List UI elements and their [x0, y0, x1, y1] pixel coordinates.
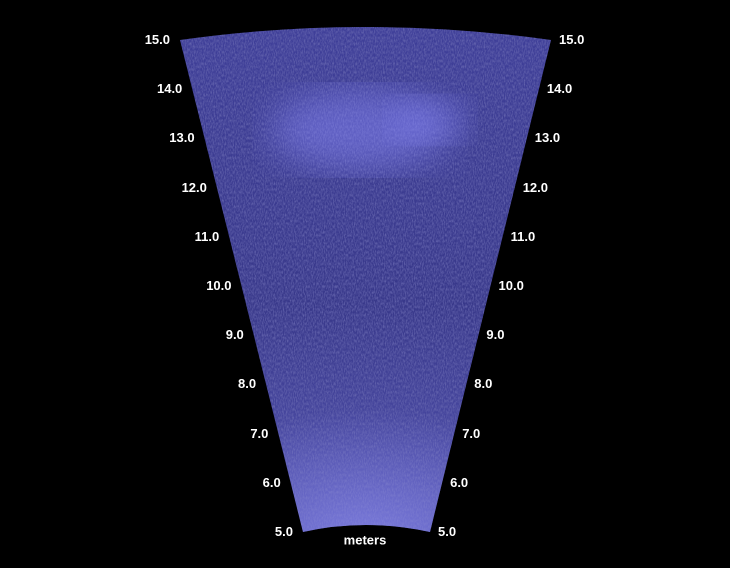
range-tick-right: 10.0: [498, 278, 524, 293]
range-tick-left: 15.0: [144, 32, 170, 47]
range-tick-right: 6.0: [450, 474, 469, 490]
range-tick-left: 14.0: [156, 81, 183, 97]
range-tick-right: 14.0: [546, 81, 573, 97]
sonar-fan: [180, 27, 551, 532]
range-tick-left: 9.0: [225, 327, 244, 343]
range-tick-right: 15.0: [559, 32, 585, 47]
range-tick-left: 10.0: [206, 278, 232, 293]
range-tick-right: 12.0: [522, 179, 548, 195]
echo-bright-region-secondary: [390, 98, 470, 142]
range-tick-left: 6.0: [262, 474, 281, 490]
range-tick-right: 13.0: [534, 130, 561, 146]
range-tick-left: 7.0: [250, 425, 269, 441]
range-tick-left: 5.0: [274, 524, 293, 539]
range-tick-left: 8.0: [238, 376, 257, 392]
range-tick-left: 12.0: [181, 179, 207, 195]
range-tick-left: 13.0: [169, 130, 195, 146]
range-tick-right: 7.0: [462, 425, 481, 441]
range-unit-label: meters: [343, 532, 387, 548]
range-tick-right: 8.0: [474, 376, 493, 392]
range-tick-right: 9.0: [486, 327, 505, 343]
range-tick-right: 5.0: [438, 524, 457, 539]
range-tick-left: 11.0: [194, 228, 220, 244]
range-tick-right: 11.0: [510, 228, 536, 244]
